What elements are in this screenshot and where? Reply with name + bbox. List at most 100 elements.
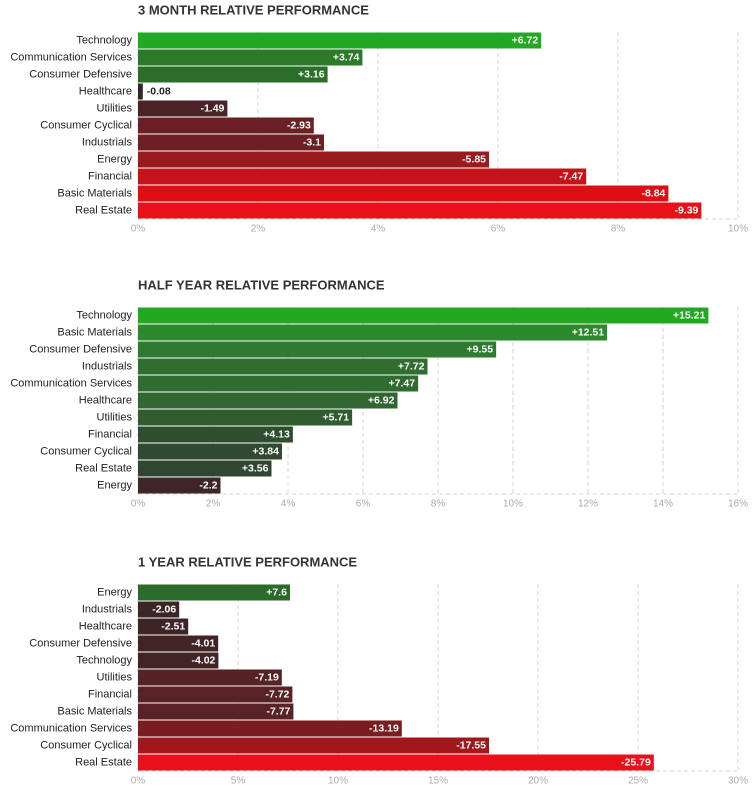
x-tick-label: 16%	[728, 499, 748, 510]
category-label: Consumer Cyclical	[40, 445, 132, 457]
bar	[138, 341, 497, 358]
category-label: Consumer Cyclical	[40, 119, 132, 131]
value-label: +5.71	[323, 411, 350, 423]
value-label: +3.16	[298, 68, 325, 80]
x-tick-label: 0%	[131, 776, 146, 787]
category-label: Basic Materials	[57, 326, 132, 338]
value-label: +6.92	[368, 394, 395, 406]
bar	[138, 635, 219, 652]
chart-title: 3 MONTH RELATIVE PERFORMANCE	[138, 2, 369, 17]
bar	[138, 477, 221, 494]
value-label: +3.56	[242, 462, 269, 474]
bar	[138, 134, 324, 151]
x-tick-label: 25%	[628, 776, 648, 787]
category-label: Utilities	[97, 102, 133, 114]
value-label: -7.72	[265, 688, 289, 700]
bar	[138, 307, 709, 324]
x-tick-label: 8%	[611, 224, 626, 235]
bar	[138, 584, 290, 601]
bar	[138, 66, 328, 83]
value-label: -4.01	[191, 637, 215, 649]
value-label: +3.74	[333, 51, 360, 63]
category-label: Utilities	[97, 671, 133, 683]
value-label: -17.55	[456, 739, 486, 751]
bar	[138, 358, 428, 375]
bar	[138, 392, 398, 409]
bar	[138, 185, 669, 202]
bar	[138, 686, 293, 703]
value-label: -3.1	[303, 136, 321, 148]
x-tick-label: 2%	[251, 224, 266, 235]
value-label: -4.02	[191, 654, 215, 666]
value-label: -9.39	[674, 204, 698, 216]
x-tick-label: 4%	[281, 499, 296, 510]
bar	[138, 652, 219, 669]
x-tick-label: 12%	[578, 499, 598, 510]
value-label: +7.47	[389, 377, 416, 389]
value-label: +3.84	[252, 445, 279, 457]
value-label: +9.55	[467, 343, 494, 355]
value-label: -2.06	[152, 603, 176, 615]
bar	[138, 117, 314, 134]
bar	[138, 168, 587, 185]
category-label: Industrials	[82, 136, 133, 148]
category-label: Financial	[88, 428, 132, 440]
category-label: Financial	[88, 170, 132, 182]
category-label: Energy	[97, 479, 132, 491]
category-label: Energy	[97, 586, 132, 598]
bar	[138, 202, 702, 219]
bar	[138, 49, 363, 66]
category-label: Financial	[88, 688, 132, 700]
x-tick-label: 6%	[356, 499, 371, 510]
bar	[138, 443, 282, 460]
bar	[138, 737, 489, 754]
bar	[138, 460, 272, 477]
value-label: -0.08	[147, 85, 171, 97]
value-label: -5.85	[462, 153, 486, 165]
value-label: +15.21	[673, 309, 706, 321]
category-label: Healthcare	[79, 620, 132, 632]
value-label: +12.51	[572, 326, 605, 338]
bar	[138, 151, 489, 168]
category-label: Industrials	[82, 360, 133, 372]
value-label: +7.6	[266, 586, 287, 598]
value-label: -7.77	[266, 705, 290, 717]
value-label: -2.2	[199, 479, 217, 491]
bar	[138, 83, 143, 100]
bar	[138, 754, 654, 771]
chart-title: HALF YEAR RELATIVE PERFORMANCE	[138, 277, 385, 292]
x-tick-label: 0%	[131, 224, 146, 235]
bar	[138, 720, 402, 737]
x-tick-label: 14%	[653, 499, 673, 510]
category-label: Consumer Defensive	[29, 68, 132, 80]
value-label: -7.47	[559, 170, 583, 182]
bar	[138, 409, 353, 426]
bar	[138, 618, 189, 635]
x-tick-label: 0%	[131, 499, 146, 510]
x-tick-label: 8%	[431, 499, 446, 510]
category-label: Healthcare	[79, 394, 132, 406]
category-label: Industrials	[82, 603, 133, 615]
category-label: Communication Services	[10, 51, 132, 63]
bar	[138, 426, 293, 443]
x-tick-label: 4%	[371, 224, 386, 235]
x-tick-label: 15%	[428, 776, 448, 787]
category-label: Technology	[76, 309, 132, 321]
x-tick-label: 2%	[206, 499, 221, 510]
value-label: -7.19	[255, 671, 279, 683]
category-label: Utilities	[97, 411, 133, 423]
category-label: Real Estate	[75, 204, 132, 216]
category-label: Technology	[76, 654, 132, 666]
value-label: -1.49	[200, 102, 224, 114]
bar	[138, 703, 294, 720]
bar	[138, 375, 419, 392]
category-label: Basic Materials	[57, 187, 132, 199]
category-label: Real Estate	[75, 462, 132, 474]
category-label: Consumer Cyclical	[40, 739, 132, 751]
category-label: Consumer Defensive	[29, 343, 132, 355]
x-tick-label: 5%	[231, 776, 246, 787]
x-tick-label: 10%	[503, 499, 523, 510]
value-label: -2.93	[287, 119, 311, 131]
